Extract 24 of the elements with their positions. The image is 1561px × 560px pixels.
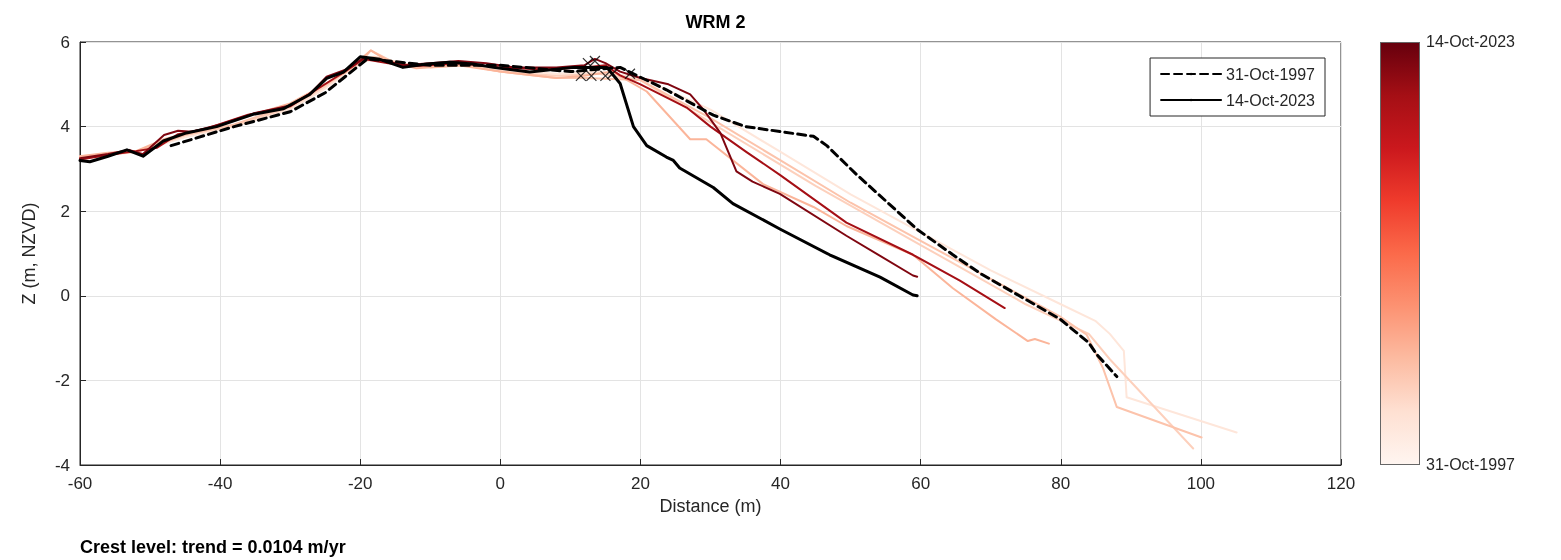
x-tick-label: 40 xyxy=(771,474,791,493)
x-tick-label: -40 xyxy=(207,474,233,493)
x-tick-label: 100 xyxy=(1186,474,1216,493)
x-tick-label: 20 xyxy=(630,474,650,493)
y-tick-label: 4 xyxy=(60,117,70,137)
x-tick-label: -20 xyxy=(347,474,373,493)
color-bar-label: 31-Oct-1997 xyxy=(1426,456,1515,474)
y-axis-title: Z (m, NZVD) xyxy=(19,202,39,305)
text: Crest level: trend = 0.0104 m/yr xyxy=(80,537,346,557)
y-tick-label: -4 xyxy=(54,455,70,475)
x-tick-label: 0 xyxy=(495,474,506,493)
legend-label: 14-Oct-2023 xyxy=(1226,91,1316,109)
x-tick-label: 60 xyxy=(911,474,931,493)
chart-title: WRM 2 xyxy=(685,12,746,32)
x-tick-label: 80 xyxy=(1051,474,1071,493)
x-tick-label: 120 xyxy=(1326,474,1356,493)
color-bar-label: 14-Oct-2023 xyxy=(1426,33,1515,51)
y-tick-label: 6 xyxy=(60,32,70,52)
y-tick-label: 2 xyxy=(60,201,70,221)
y-tick-label: -2 xyxy=(54,370,70,390)
legend-label: 31-Oct-1997 xyxy=(1226,65,1316,83)
x-axis-title: Distance (m) xyxy=(659,496,762,516)
y-tick-label: 0 xyxy=(60,286,70,306)
x-tick-label: -60 xyxy=(67,474,93,493)
